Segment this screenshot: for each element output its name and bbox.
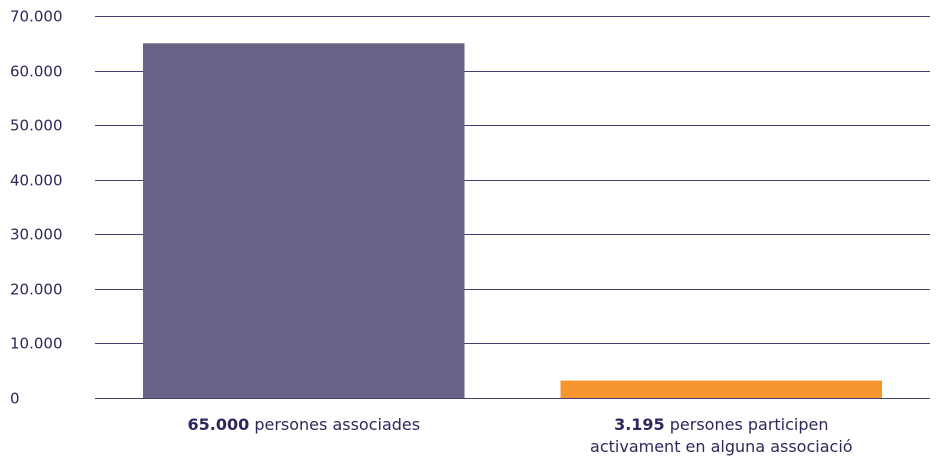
bar (560, 380, 882, 398)
bars (143, 43, 882, 399)
category-labels: 65.000 persones associades 3.195 persones… (188, 415, 853, 456)
y-tick-label: 40.000 (10, 172, 63, 190)
bar (143, 43, 465, 399)
category-label-line2: activament en alguna associació (590, 437, 853, 456)
y-tick-label: 60.000 (10, 63, 63, 81)
y-tick-label: 0 (10, 390, 20, 408)
y-tick-label: 70.000 (10, 8, 63, 26)
y-axis-tick-labels: 0 10.000 20.000 30.000 40.000 50.000 60.000 70.… (10, 8, 63, 408)
y-tick-label: 10.000 (10, 335, 63, 353)
y-tick-label: 30.000 (10, 226, 63, 244)
y-tick-label: 50.000 (10, 117, 63, 135)
category-label: 65.000 persones associades (188, 415, 421, 434)
category-label-value: 3.195 (614, 415, 665, 434)
category-label: 3.195 persones participen (614, 415, 828, 434)
category-label-text: persones participen (665, 415, 829, 434)
category-label-text: persones associades (249, 415, 420, 434)
y-tick-label: 20.000 (10, 281, 63, 299)
category-label-value: 65.000 (188, 415, 250, 434)
